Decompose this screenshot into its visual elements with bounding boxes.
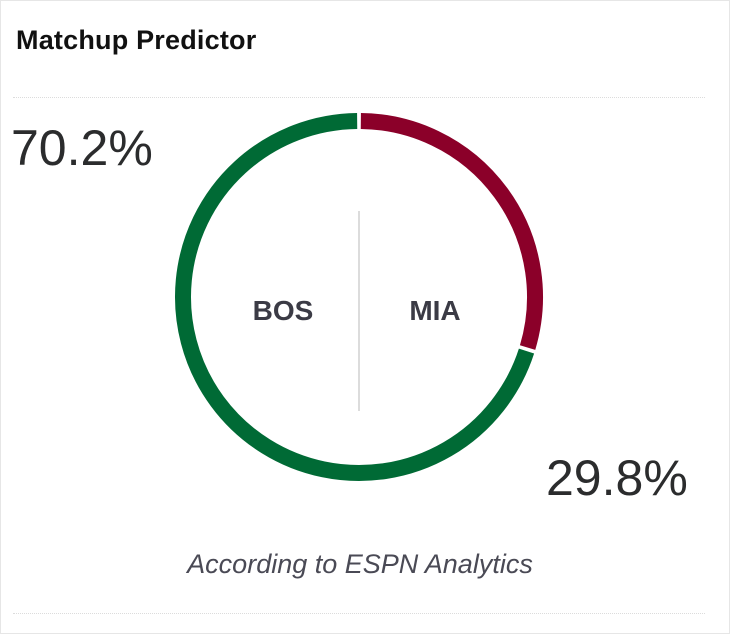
widget-title: Matchup Predictor <box>16 25 257 55</box>
bottom-divider <box>13 613 705 614</box>
top-divider <box>13 97 705 98</box>
donut-slice-mia <box>360 113 543 350</box>
team-label-bos: BOS <box>253 295 314 326</box>
analytics-caption: According to ESPN Analytics <box>187 549 533 579</box>
mia-probability-label: 29.8% <box>546 450 688 506</box>
team-label-mia: MIA <box>409 295 460 326</box>
donut-slice-bos <box>175 113 535 481</box>
bos-probability-label: 70.2% <box>11 120 153 176</box>
